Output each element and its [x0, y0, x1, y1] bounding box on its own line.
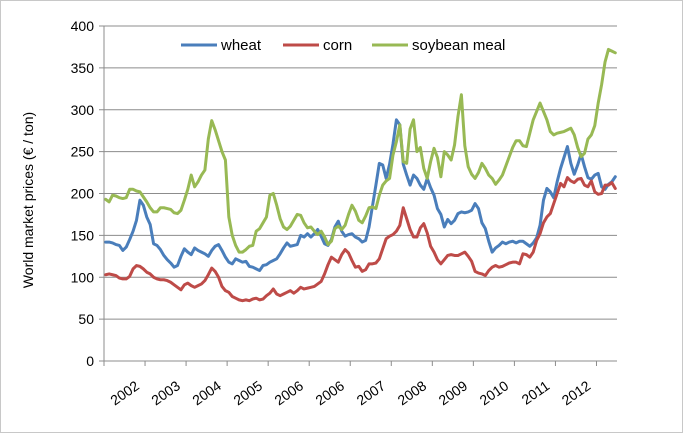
axes	[99, 25, 617, 366]
legend-label: wheat	[220, 37, 262, 54]
y-tick-label: 400	[71, 18, 95, 34]
y-axis-label: World market prices (€ / ton)	[20, 112, 36, 288]
y-tick-label: 50	[78, 311, 94, 327]
y-tick-label: 350	[71, 60, 95, 76]
x-tick-label: 2002	[107, 377, 142, 408]
x-tick-label: 2010	[477, 377, 512, 408]
x-tick-label: 2004	[189, 377, 224, 408]
x-tick-label: 2012	[559, 377, 594, 408]
gridlines	[104, 25, 617, 320]
x-tick-label: 2007	[353, 377, 388, 408]
y-tick-label: 250	[71, 144, 95, 160]
x-tick-label: 2005	[230, 377, 265, 408]
y-tick-label: 200	[71, 186, 95, 202]
x-tick-label: 2006	[312, 377, 347, 408]
x-tick-label: 2003	[148, 377, 183, 408]
x-tick-label: 2006	[271, 377, 306, 408]
y-tick-label: 150	[71, 227, 95, 243]
series-line-wheat	[104, 118, 617, 273]
legend-label: corn	[323, 37, 352, 54]
y-tick-label: 100	[71, 269, 95, 285]
x-tick-label: 2009	[436, 377, 471, 408]
series-lines	[104, 47, 617, 303]
legend: wheat corn soybean meal	[181, 37, 505, 54]
x-tick-label: 2011	[519, 377, 553, 407]
legend-label: soybean meal	[412, 37, 505, 54]
tick-labels: 0 50 100 150 200 250 300 350 400 2002 2003 2004 2005…	[71, 18, 594, 408]
y-tick-label: 0	[86, 353, 94, 369]
x-tick-label: 2008	[395, 377, 430, 408]
y-tick-label: 300	[71, 102, 95, 118]
series-line-corn	[104, 176, 617, 303]
series-line-soybean-meal	[104, 47, 617, 254]
